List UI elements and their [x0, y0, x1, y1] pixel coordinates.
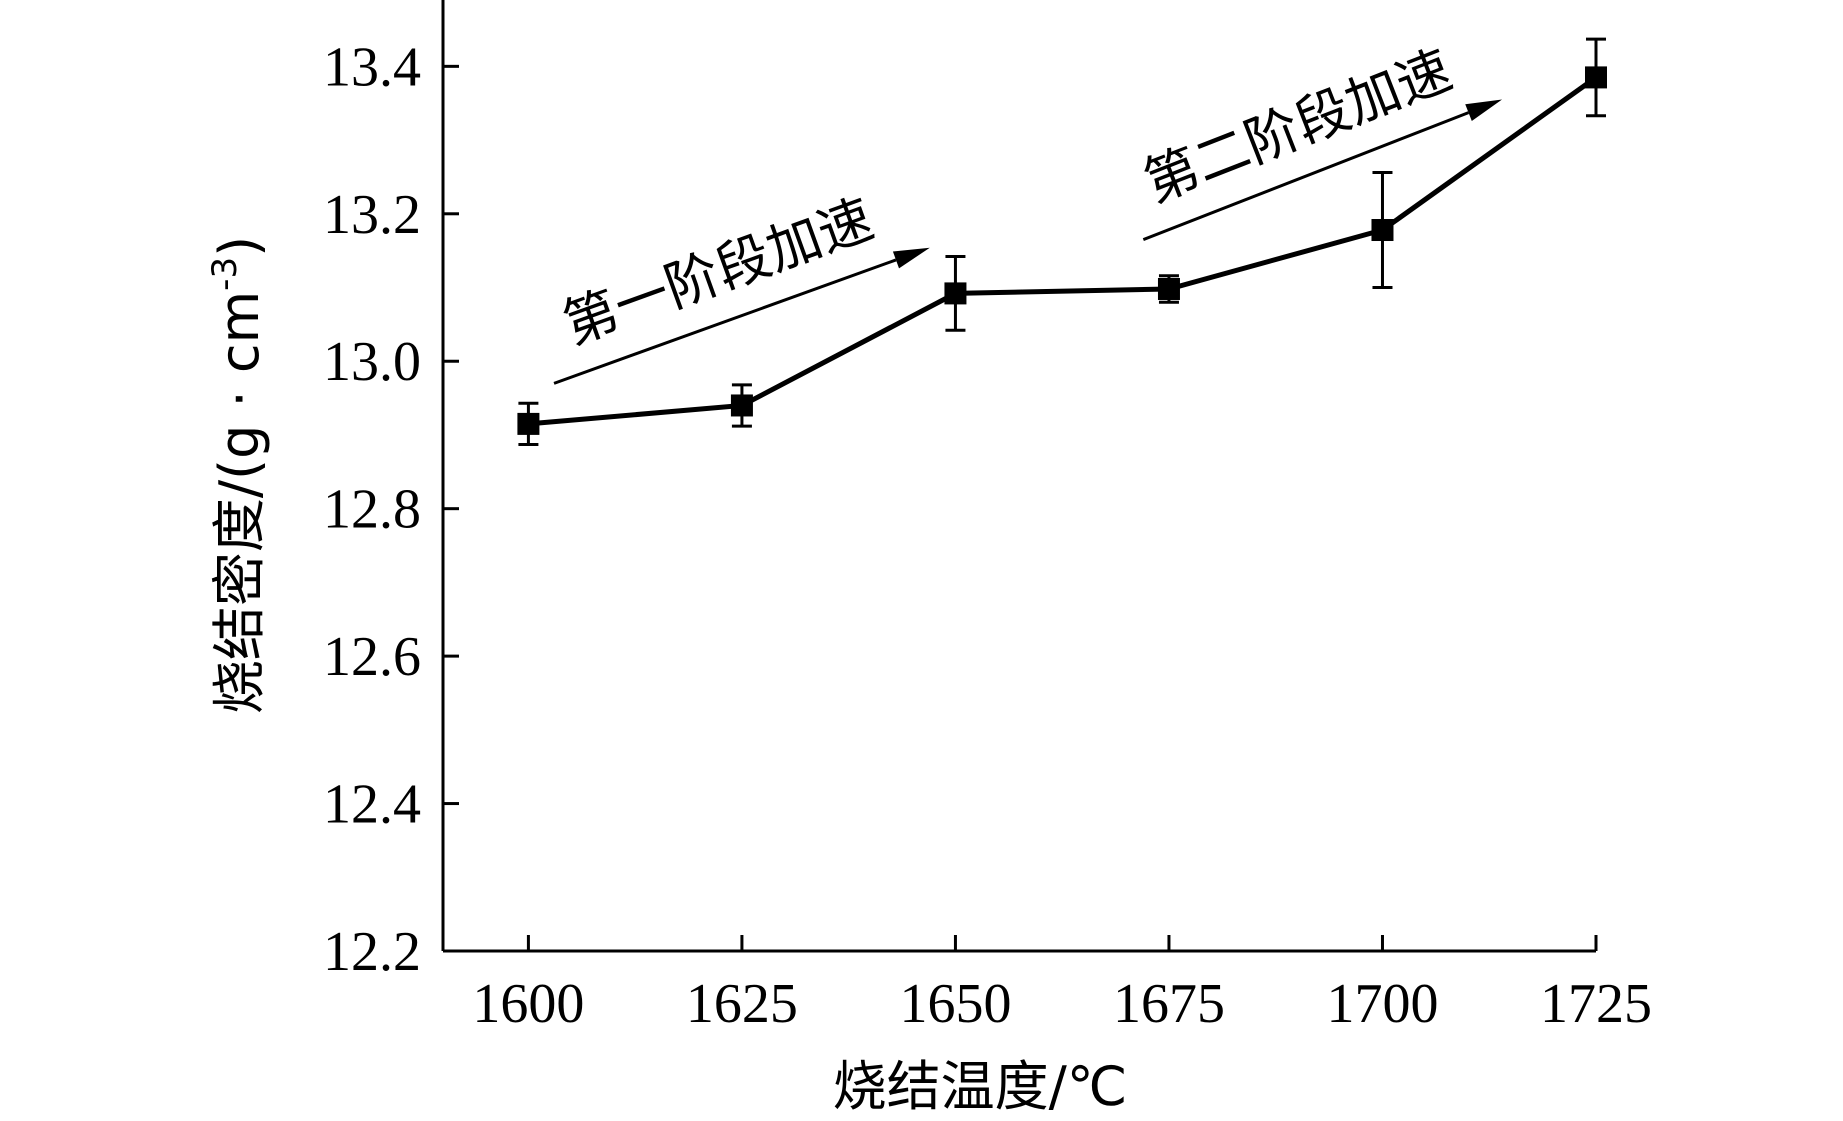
data-point [1585, 66, 1607, 89]
y-tick-label: 12.4 [323, 774, 421, 836]
y-ticks: 12.2 12.4 12.6 12.8 13.0 13.2 13.4 [323, 36, 459, 983]
annotation-arrow-line [553, 258, 897, 385]
x-ticks: 1600 1625 1650 1675 1700 1725 [472, 935, 1652, 1035]
data-markers [517, 66, 1607, 435]
data-point [517, 412, 540, 435]
plot-area: 12.2 12.4 12.6 12.8 13.0 13.2 13.4 1600 1625 165… [323, 0, 1652, 1035]
x-tick-label: 1625 [686, 973, 798, 1035]
y-tick-label: 13.2 [323, 184, 421, 246]
annotation-label: 第一阶段加速 [555, 187, 881, 356]
data-point [1371, 219, 1394, 242]
y-tick-label: 13.0 [323, 331, 421, 393]
y-tick-label: 12.6 [323, 626, 421, 688]
y-axis-title-close: ) [208, 236, 271, 257]
x-tick-label: 1600 [472, 973, 584, 1035]
x-tick-label: 1725 [1540, 973, 1652, 1035]
y-axis-title-main: 烧结密度/(g · cm [208, 291, 271, 714]
y-tick-label: 12.8 [323, 479, 421, 541]
x-axis-title: 烧结温度/℃ [833, 1055, 1128, 1118]
annotation-label: 第二阶段加速 [1135, 38, 1460, 215]
annotation-arrow-line [1142, 111, 1470, 241]
y-tick-label: 13.4 [323, 36, 421, 98]
x-tick-label: 1675 [1113, 973, 1225, 1035]
data-point [730, 394, 753, 417]
x-tick-label: 1700 [1326, 973, 1438, 1035]
y-tick-label: 12.2 [323, 921, 421, 983]
data-point [1157, 277, 1180, 300]
data-point [944, 282, 967, 305]
series-line [528, 75, 1598, 427]
annotation-arrow-head [1465, 99, 1503, 122]
y-axis-title-superscript: -3 [205, 257, 245, 291]
x-tick-label: 1650 [899, 973, 1011, 1035]
y-axis-title: 烧结密度/(g · cm-3) [205, 236, 271, 714]
annotations: 第一阶段加速 第二阶段加速 [553, 38, 1503, 385]
annotation-arrow-head [892, 247, 930, 269]
